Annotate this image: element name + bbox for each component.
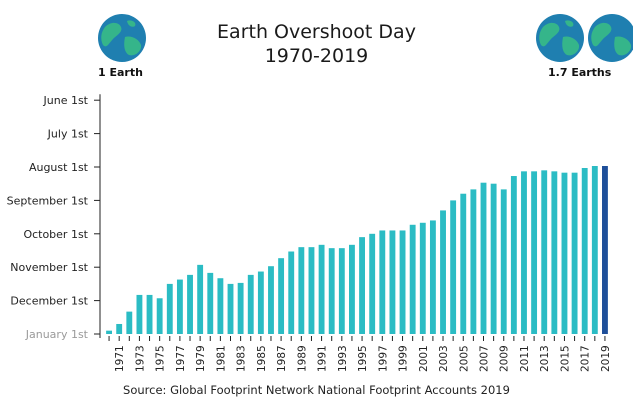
bar-2017 bbox=[581, 168, 588, 334]
bar-1986 bbox=[268, 266, 274, 334]
chart-title-line1: Earth Overshoot Day bbox=[217, 21, 416, 43]
x-tick-label: 2007 bbox=[479, 345, 491, 372]
bar-2010 bbox=[510, 176, 517, 334]
bar-2001 bbox=[419, 222, 426, 334]
x-tick-label: 2001 bbox=[418, 345, 430, 372]
x-tick-label: 1979 bbox=[195, 345, 207, 372]
x-tick-label: 1981 bbox=[215, 345, 227, 372]
bar-1994 bbox=[349, 244, 355, 334]
bar-1985 bbox=[257, 271, 264, 334]
x-tick-label: 2003 bbox=[438, 345, 450, 372]
bar-2018 bbox=[591, 166, 598, 334]
y-tick-label: August 1st bbox=[29, 161, 89, 174]
x-tick-label: 1993 bbox=[337, 345, 349, 372]
earth-globe-icon bbox=[536, 14, 584, 62]
bar-1988 bbox=[288, 251, 295, 334]
x-tick-label: 1977 bbox=[175, 345, 187, 372]
bar-1990 bbox=[308, 247, 315, 334]
bar-1987 bbox=[278, 258, 285, 334]
bar-1991 bbox=[318, 244, 325, 334]
bar-1971 bbox=[116, 323, 123, 334]
x-tick-label: 2015 bbox=[559, 345, 571, 372]
bar-1998 bbox=[389, 230, 396, 334]
partial-earth-globe-icon bbox=[588, 14, 633, 62]
x-tick-label: 1999 bbox=[398, 345, 410, 372]
bar-2012 bbox=[531, 171, 538, 334]
y-tick-label: January 1st bbox=[25, 328, 89, 341]
source-note: Source: Global Footprint Network Nationa… bbox=[123, 383, 510, 397]
x-tick-label: 1995 bbox=[357, 345, 369, 372]
bar-1997 bbox=[379, 230, 386, 334]
y-tick-label: November 1st bbox=[10, 261, 88, 274]
bar-1981 bbox=[217, 278, 224, 334]
bar-2013 bbox=[541, 170, 548, 334]
bar-2019 bbox=[602, 166, 608, 334]
chart-title-line2: 1970-2019 bbox=[264, 45, 369, 67]
x-tick-label: 2009 bbox=[499, 345, 511, 372]
y-tick-label: October 1st bbox=[23, 228, 88, 241]
bar-2015 bbox=[561, 172, 568, 334]
bar-1995 bbox=[359, 237, 365, 334]
earth-globe-icon bbox=[98, 14, 146, 62]
bar-2004 bbox=[450, 200, 457, 334]
bar-2008 bbox=[490, 183, 497, 334]
chart-title: Earth Overshoot Day 1970-2019 bbox=[0, 20, 633, 68]
bar-1993 bbox=[338, 248, 345, 334]
x-tick-label: 1971 bbox=[114, 345, 126, 372]
y-tick-label: June 1st bbox=[43, 94, 89, 107]
x-tick-label: 2011 bbox=[519, 345, 531, 372]
bar-1976 bbox=[166, 283, 173, 334]
y-tick-label: December 1st bbox=[10, 295, 88, 308]
bar-2005 bbox=[460, 193, 467, 334]
bar-1999 bbox=[399, 230, 406, 334]
bar-1989 bbox=[298, 247, 305, 334]
bar-2016 bbox=[571, 172, 578, 334]
bar-1970 bbox=[106, 330, 112, 334]
bar-2009 bbox=[500, 189, 507, 334]
x-tick-label: 1983 bbox=[236, 345, 248, 372]
bar-2011 bbox=[521, 171, 527, 334]
bar-1983 bbox=[237, 282, 244, 334]
bar-2007 bbox=[480, 182, 487, 334]
bar-1978 bbox=[187, 274, 193, 334]
overshoot-bar-chart: January 1st December 1st November 1st Octob… bbox=[7, 94, 612, 372]
bar-1980 bbox=[207, 272, 214, 334]
x-tick-label: 2013 bbox=[539, 345, 551, 372]
bar-2000 bbox=[409, 224, 416, 334]
y-tick-label: September 1st bbox=[7, 194, 89, 207]
bar-1996 bbox=[369, 233, 376, 334]
bar-1974 bbox=[146, 294, 153, 334]
bar-2006 bbox=[470, 189, 477, 334]
x-tick-label: 2005 bbox=[458, 345, 470, 372]
bar-1984 bbox=[247, 274, 254, 334]
bar-1973 bbox=[136, 294, 143, 334]
bar-2002 bbox=[429, 220, 436, 334]
one-point-seven-earths-label: 1.7 Earths bbox=[548, 66, 612, 79]
bar-2014 bbox=[551, 171, 558, 334]
bar-1979 bbox=[197, 264, 204, 334]
bar-1975 bbox=[156, 298, 163, 334]
one-earth-label: 1 Earth bbox=[98, 66, 143, 79]
bar-1972 bbox=[126, 311, 133, 334]
x-tick-label: 1973 bbox=[134, 345, 146, 372]
bar-1982 bbox=[227, 283, 234, 334]
x-tick-label: 2017 bbox=[580, 345, 592, 372]
x-tick-label: 1985 bbox=[256, 345, 268, 372]
y-tick-label: July 1st bbox=[47, 128, 89, 141]
x-tick-label: 1989 bbox=[296, 345, 308, 372]
bar-2003 bbox=[440, 210, 446, 334]
x-tick-label: 1975 bbox=[155, 345, 167, 372]
x-tick-label: 1991 bbox=[317, 345, 329, 372]
bar-1992 bbox=[328, 248, 335, 334]
x-tick-label: 1997 bbox=[377, 345, 389, 372]
bar-1977 bbox=[176, 279, 183, 334]
x-tick-label: 1987 bbox=[276, 345, 288, 372]
x-tick-label: 2019 bbox=[600, 345, 612, 372]
